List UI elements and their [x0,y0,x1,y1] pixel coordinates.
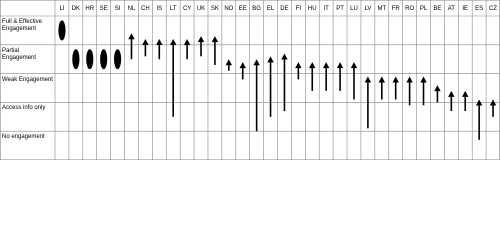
country-label: PL [420,6,428,12]
arrow-head [253,59,260,66]
arrow-head [239,62,246,69]
arrow-head [420,76,427,83]
arrow-head [406,76,413,83]
country-label: NL [128,6,136,12]
arrow-head [336,62,344,69]
arrow-head [378,76,385,83]
country-label: NO [224,6,233,12]
arrow-head [183,39,191,46]
country-label: MT [377,6,386,12]
country-label: EL [267,6,275,12]
arrow-head [156,39,163,46]
country-label: CY [183,6,191,12]
country-label: IS [156,6,162,12]
country-label: AT [448,6,456,12]
arrow-head [170,39,177,46]
country-label: LU [350,6,358,12]
row-label: Weak Engagement [2,76,53,83]
country-label: EE [239,6,247,12]
country-label: LV [364,6,371,12]
arrow-head [434,85,441,92]
country-label: HU [308,6,317,12]
oval-marker [58,20,66,41]
country-label: SI [115,6,121,12]
row-label: Partial Engagement [2,47,37,61]
oval-marker [100,49,108,70]
country-label: CZ [489,6,497,12]
country-label: FR [392,6,401,12]
arrow-head [309,62,316,69]
country-label: SK [211,6,219,12]
country-label: SE [100,6,108,12]
country-label: IT [324,6,330,12]
row-label: Full & Effective Engagement [2,19,42,32]
country-label: PT [336,6,344,12]
chart-svg: LI DK HR SE SI NL CH IS LT CY UK SK NO EE BG EL DE FI HU IT… [0,0,500,160]
country-label: HR [85,6,94,12]
arrow-head [462,90,469,97]
arrow-head [364,76,372,83]
country-label: DK [72,6,80,12]
arrow-head [475,99,483,106]
row-label: Access info only [2,105,46,112]
country-label: LT [170,6,177,12]
oval-marker [72,49,80,70]
oval-marker [113,49,122,70]
country-label: IE [462,6,468,12]
country-label: DE [280,6,288,12]
arrow-head [225,59,233,66]
oval-marker [86,49,94,70]
arrow-head [448,90,455,97]
arrow-head [267,56,274,63]
arrow-head [197,36,205,43]
arrow-head [128,33,135,40]
country-label: BG [252,6,261,12]
chart: LI DK HR SE SI NL CH IS LT CY UK SK NO EE BG EL DE FI HU IT… [0,0,500,160]
arrow-head [350,62,358,69]
country-label: BE [433,6,441,12]
arrow-head [392,76,399,83]
arrow-head [211,36,219,43]
arrow-head [322,62,330,69]
arrow-head [295,62,302,69]
country-label: ES [475,6,483,12]
country-label: RO [405,6,414,12]
arrow-head [489,99,497,106]
arrow-head [281,53,288,60]
country-label: CH [141,6,150,12]
country-label: UK [197,6,205,12]
row-label: No engagement [2,134,45,141]
country-label: LI [59,6,64,12]
country-label: FI [296,6,302,12]
arrow-head [142,39,149,46]
